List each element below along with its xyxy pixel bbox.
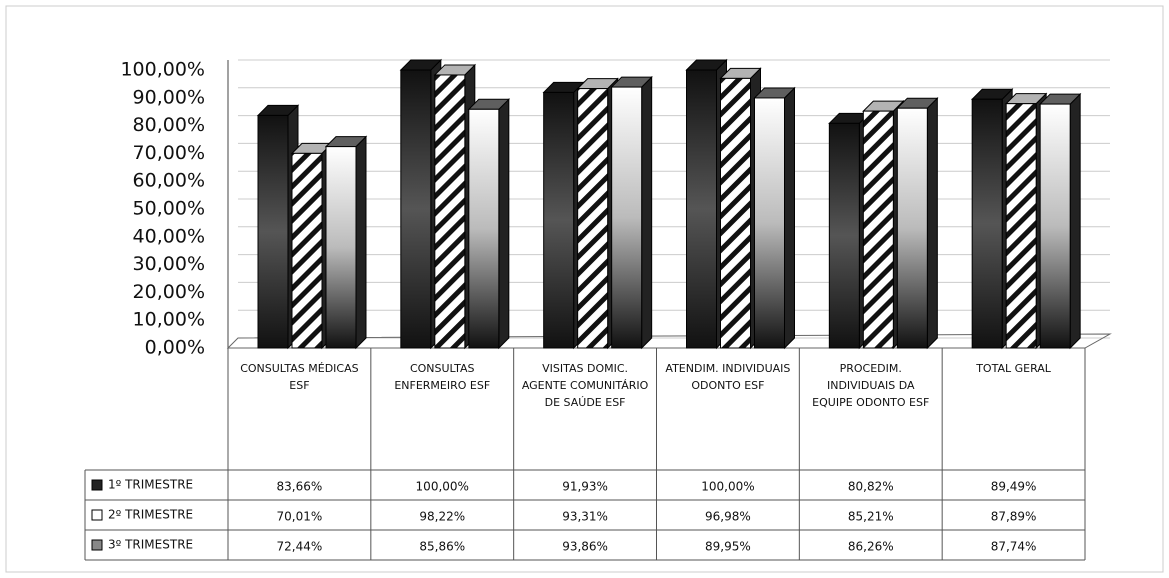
data-label: 98,22% [419,510,465,524]
data-label: 100,00% [416,480,469,494]
x-tick-label: PROCEDIM. INDIVIDUAIS DA EQUIPE ODONTO E… [812,362,930,409]
legend-label: 1º TRIMESTRE [108,478,193,492]
x-tick-label: VISITAS DOMIC. AGENTE COMUNITÁRIO DE SAÚ… [521,362,649,409]
y-tick-label: 40,00% [133,225,205,247]
bar [611,86,643,349]
bar-side [1069,92,1081,350]
data-label: 91,93% [562,480,608,494]
y-tick-label: 90,00% [133,86,205,108]
bar [862,110,894,349]
y-tick-label: 30,00% [133,253,205,275]
legend-label: 3º TRIMESTRE [108,538,193,552]
legend-swatch [91,509,103,521]
y-tick-label: 20,00% [133,281,205,303]
bar-side [784,86,795,350]
bar [896,107,928,349]
data-label: 96,98% [705,510,751,524]
data-label: 85,21% [848,510,894,524]
bar [291,152,323,349]
bar [754,97,785,349]
bar-side [926,96,938,350]
frame [5,5,1164,573]
bar [720,77,751,349]
bar-side [355,135,367,350]
y-tick-label: 80,00% [133,114,205,136]
data-label: 89,95% [705,540,751,554]
y-tick-label: 50,00% [133,198,205,220]
bar [971,98,1003,349]
data-label: 93,86% [562,540,608,554]
x-tick-label-box: PROCEDIM. INDIVIDUAIS DA EQUIPE ODONTO E… [812,362,930,409]
y-tick-label: 60,00% [133,170,205,192]
bar [434,74,466,349]
y-tick-label: 10,00% [133,309,205,331]
data-label: 87,74% [991,540,1037,554]
legend-swatch [91,539,103,551]
x-tick-label: ATENDIM. INDIVIDUAIS ODONTO ESF [665,362,791,392]
bar-side [641,75,653,350]
x-tick-label: TOTAL GERAL [976,362,1051,375]
data-label: 100,00% [701,480,754,494]
bar [1039,103,1071,349]
bar [400,69,432,349]
data-label: 70,01% [277,510,323,524]
bar [828,122,860,349]
data-label: 83,66% [277,480,323,494]
x-tick-label-box: VISITAS DOMIC. AGENTE COMUNITÁRIO DE SAÚ… [521,362,649,409]
bar [325,146,357,349]
bar [468,108,500,349]
data-label: 80,82% [848,480,894,494]
data-label: 93,31% [562,510,608,524]
x-tick-label-box: CONSULTAS MÉDICAS ESF [240,362,359,392]
bar [543,91,575,349]
bar [686,69,717,349]
x-tick-label-box: TOTAL GERAL [976,362,1051,375]
x-tick-label-box: CONSULTAS ENFERMEIRO ESF [394,362,491,392]
bar-side [498,98,510,350]
y-tick-label: 0,00% [145,337,205,359]
legend-swatch [91,479,103,491]
x-tick-label: CONSULTAS ENFERMEIRO ESF [394,362,491,392]
data-label: 87,89% [991,510,1037,524]
data-label: 85,86% [419,540,465,554]
y-tick-label: 100,00% [120,59,205,81]
x-tick-label-box: ATENDIM. INDIVIDUAIS ODONTO ESF [665,362,791,392]
data-label: 86,26% [848,540,894,554]
bar [1005,103,1037,349]
bar [257,114,289,349]
data-label: 89,49% [991,480,1037,494]
x-tick-label: CONSULTAS MÉDICAS ESF [240,362,359,392]
bar [577,88,609,349]
data-label: 72,44% [277,540,323,554]
y-tick-label: 70,00% [133,142,205,164]
legend-label: 2º TRIMESTRE [108,508,193,522]
